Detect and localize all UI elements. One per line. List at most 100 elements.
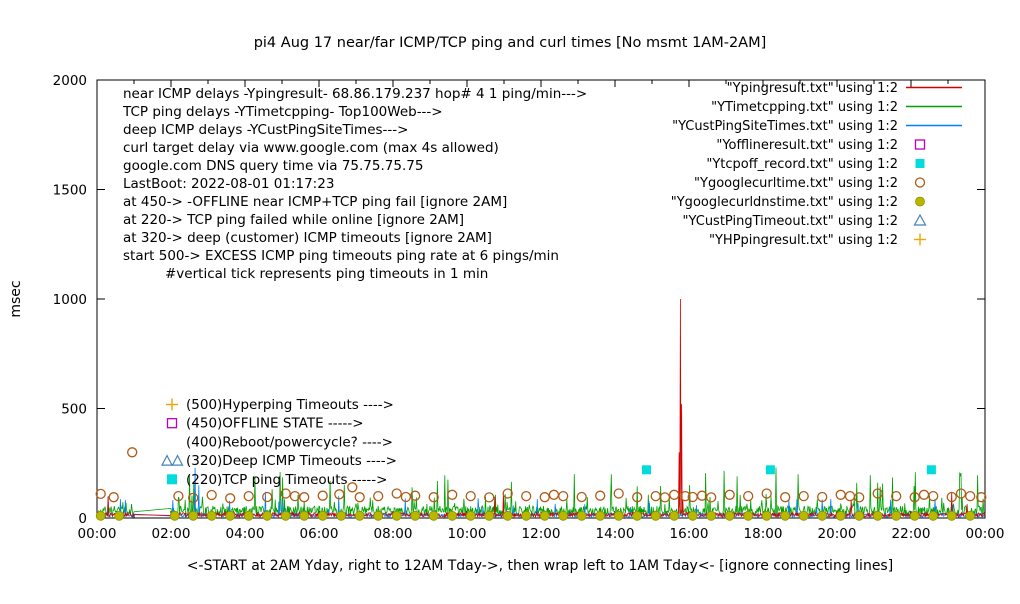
legend-filled-square-icon xyxy=(915,159,925,168)
dns-time-point xyxy=(706,510,717,521)
legend-filled-circle-icon xyxy=(915,196,925,207)
dns-time-point xyxy=(484,510,495,521)
info-line: #vertical tick represents ping timeouts … xyxy=(165,266,488,282)
curl-time-point xyxy=(613,488,624,499)
x-tick-label: 14:00 xyxy=(596,526,635,542)
y-tick-label: 1500 xyxy=(53,183,87,199)
dns-time-point xyxy=(687,510,698,521)
dns-time-point xyxy=(428,510,439,521)
curl-time-point xyxy=(595,490,606,501)
dns-time-point xyxy=(521,510,532,521)
dns-time-point xyxy=(909,510,920,521)
x-tick-label: 04:00 xyxy=(226,526,265,542)
curl-time-point xyxy=(891,490,902,502)
legend-open-square-icon xyxy=(914,139,926,150)
legend-entry-label: "Yofflineresult.txt" using 1:2 xyxy=(716,138,898,153)
dns-time-point xyxy=(95,510,106,521)
dns-time-point xyxy=(743,510,754,521)
info-line: TCP ping delays -YTimetcpping- Top100Web… xyxy=(122,104,443,120)
dns-time-point xyxy=(835,510,846,521)
curl-time-point xyxy=(558,490,569,502)
dns-time-point xyxy=(225,510,236,521)
curl-time-point xyxy=(206,489,217,501)
info-line: LastBoot: 2022-08-01 01:17:23 xyxy=(123,176,334,192)
x-tick-label: 00:00 xyxy=(966,526,1005,542)
info-line: deep ICMP delays -YCustPingSiteTimes---> xyxy=(123,122,408,138)
curl-time-point xyxy=(780,492,791,503)
curl-time-point xyxy=(976,492,987,503)
curl-time-point xyxy=(548,489,560,500)
curl-time-point xyxy=(108,492,119,503)
curl-time-point xyxy=(835,489,846,500)
dns-time-point xyxy=(391,510,402,521)
x-tick-label: 06:00 xyxy=(300,526,339,542)
dns-time-point xyxy=(817,510,828,521)
chart-title: pi4 Aug 17 near/far ICMP/TCP ping and cu… xyxy=(254,35,767,51)
curl-time-point xyxy=(484,492,495,503)
info-line: google.com DNS query time via 75.75.75.7… xyxy=(123,158,423,174)
level-label: (500)Hyperping Timeouts ----> xyxy=(186,397,394,413)
curl-time-point xyxy=(354,492,365,503)
curl-time-point xyxy=(280,488,291,499)
legend-entry-label: "Ytcpoff_record.txt" using 1:2 xyxy=(706,157,898,172)
series-plot-area xyxy=(95,298,987,521)
curl-time-point xyxy=(650,490,661,502)
curl-time-point xyxy=(854,492,865,503)
dns-time-point xyxy=(243,510,254,521)
dns-time-point xyxy=(780,510,791,521)
dns-time-point xyxy=(354,510,365,521)
dns-time-point xyxy=(798,510,809,521)
x-tick-label: 16:00 xyxy=(670,526,709,542)
info-line: at 450-> -OFFLINE near ICMP+TCP ping fai… xyxy=(123,194,507,210)
deep-icmp-triangle-icon xyxy=(161,454,173,466)
level-label: (450)OFFLINE STATE -----> xyxy=(186,416,364,432)
x-tick-label: 08:00 xyxy=(374,526,413,542)
curl-time-point xyxy=(243,490,254,502)
curl-time-point xyxy=(928,490,939,502)
curl-time-point xyxy=(428,492,439,503)
annotations: near ICMP delays -Ypingresult- 68.86.179… xyxy=(122,86,587,488)
curl-time-point xyxy=(965,490,976,502)
x-axis-title: <-START at 2AM Yday, right to 12AM Tday-… xyxy=(187,558,893,574)
curl-time-point xyxy=(347,482,358,493)
legend-entry-label: "YCustPingSiteTimes.txt" using 1:2 xyxy=(672,119,898,134)
dns-time-point xyxy=(891,510,902,521)
legend-entry-label: "YTimetcpping.txt" using 1:2 xyxy=(711,100,898,115)
tcp-timeout-square-icon xyxy=(167,474,177,485)
dns-time-point xyxy=(595,510,606,521)
x-tick-label: 10:00 xyxy=(448,526,487,542)
curl-time-point xyxy=(946,491,957,503)
curl-time-point xyxy=(225,493,236,504)
curl-time-point xyxy=(743,490,754,502)
curl-time-point xyxy=(844,490,856,502)
legend-entry-label: "Ygooglecurltime.txt" using 1:2 xyxy=(694,176,898,191)
dns-time-point xyxy=(169,510,180,521)
dns-time-point xyxy=(317,510,328,521)
dns-time-point xyxy=(280,510,291,521)
curl-time-point xyxy=(706,492,717,503)
x-tick-label: 00:00 xyxy=(78,526,117,542)
curl-time-point xyxy=(262,491,273,503)
dns-time-point xyxy=(928,510,939,521)
legend-entry-label: "YCustPingTimeout.txt" using 1:2 xyxy=(683,214,898,229)
curl-time-point xyxy=(317,490,328,501)
curl-time-point xyxy=(173,490,184,502)
level-label: (220)TCP ping Timeouts -----> xyxy=(186,472,388,488)
info-line: at 320-> deep (customer) ICMP timeouts [… xyxy=(123,230,492,246)
curl-time-point xyxy=(373,490,384,502)
dns-time-point xyxy=(872,510,883,521)
curl-time-point xyxy=(465,490,476,502)
dns-time-point xyxy=(965,510,976,521)
curl-time-point xyxy=(669,489,680,500)
curl-time-point xyxy=(95,488,106,500)
legend-entry-label: "Ypingresult.txt" using 1:2 xyxy=(727,81,898,96)
dns-time-point xyxy=(761,510,772,521)
info-line: curl target delay via www.google.com (ma… xyxy=(123,140,499,156)
curl-time-point xyxy=(410,490,421,501)
y-tick-label: 2000 xyxy=(53,73,87,89)
curl-time-point xyxy=(391,488,402,499)
dns-time-point xyxy=(724,510,735,521)
dns-time-point xyxy=(373,510,384,521)
dns-time-point xyxy=(632,510,643,521)
